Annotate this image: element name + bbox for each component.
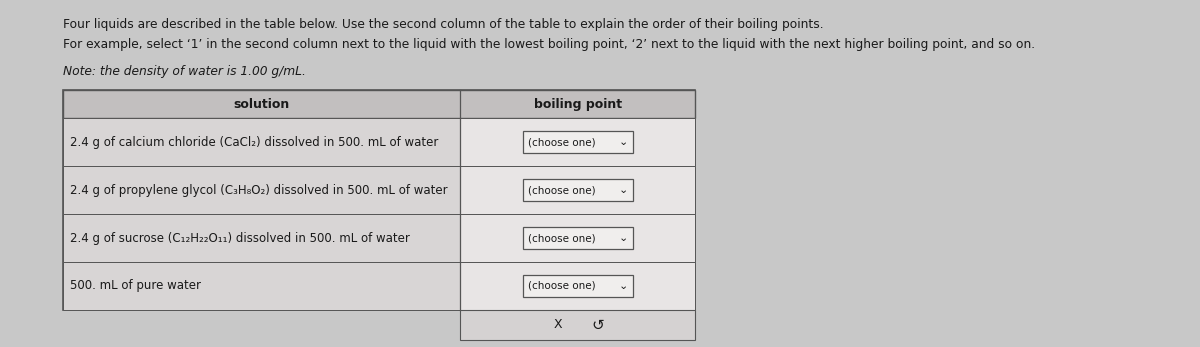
Bar [523, 179, 634, 201]
Bar [523, 275, 634, 297]
Text: (choose one): (choose one) [528, 137, 596, 147]
Bar [461, 310, 695, 340]
Bar [62, 90, 695, 118]
Text: ↺: ↺ [592, 318, 605, 332]
Bar [523, 227, 634, 249]
Bar [523, 131, 634, 153]
Text: Note: the density of water is 1.00 g/mL.: Note: the density of water is 1.00 g/mL. [62, 65, 306, 78]
Text: (choose one): (choose one) [528, 233, 596, 243]
Bar [62, 262, 461, 310]
Text: 2.4 g of sucrose (C₁₂H₂₂O₁₁) dissolved in 500. mL of water: 2.4 g of sucrose (C₁₂H₂₂O₁₁) dissolved i… [70, 231, 410, 245]
Text: ⌄: ⌄ [619, 185, 629, 195]
Bar [461, 166, 695, 214]
Text: (choose one): (choose one) [528, 281, 596, 291]
Text: ⌄: ⌄ [619, 233, 629, 243]
Text: (choose one): (choose one) [528, 185, 596, 195]
Text: boiling point: boiling point [534, 98, 622, 110]
Bar [62, 90, 695, 310]
Bar [62, 118, 461, 166]
Bar [62, 166, 461, 214]
Text: 2.4 g of calcium chloride (CaCl₂) dissolved in 500. mL of water: 2.4 g of calcium chloride (CaCl₂) dissol… [70, 135, 438, 149]
Bar [461, 262, 695, 310]
Bar [461, 214, 695, 262]
Text: Four liquids are described in the table below. Use the second column of the tabl: Four liquids are described in the table … [62, 18, 823, 31]
Text: 2.4 g of propylene glycol (C₃H₈O₂) dissolved in 500. mL of water: 2.4 g of propylene glycol (C₃H₈O₂) disso… [70, 184, 448, 196]
Bar [62, 214, 461, 262]
Text: solution: solution [234, 98, 289, 110]
Text: For example, select ‘1’ in the second column next to the liquid with the lowest : For example, select ‘1’ in the second co… [62, 38, 1034, 51]
Bar [461, 118, 695, 166]
Text: X: X [553, 319, 562, 331]
Text: ⌄: ⌄ [619, 137, 629, 147]
Text: ⌄: ⌄ [619, 281, 629, 291]
Text: 500. mL of pure water: 500. mL of pure water [70, 279, 200, 293]
